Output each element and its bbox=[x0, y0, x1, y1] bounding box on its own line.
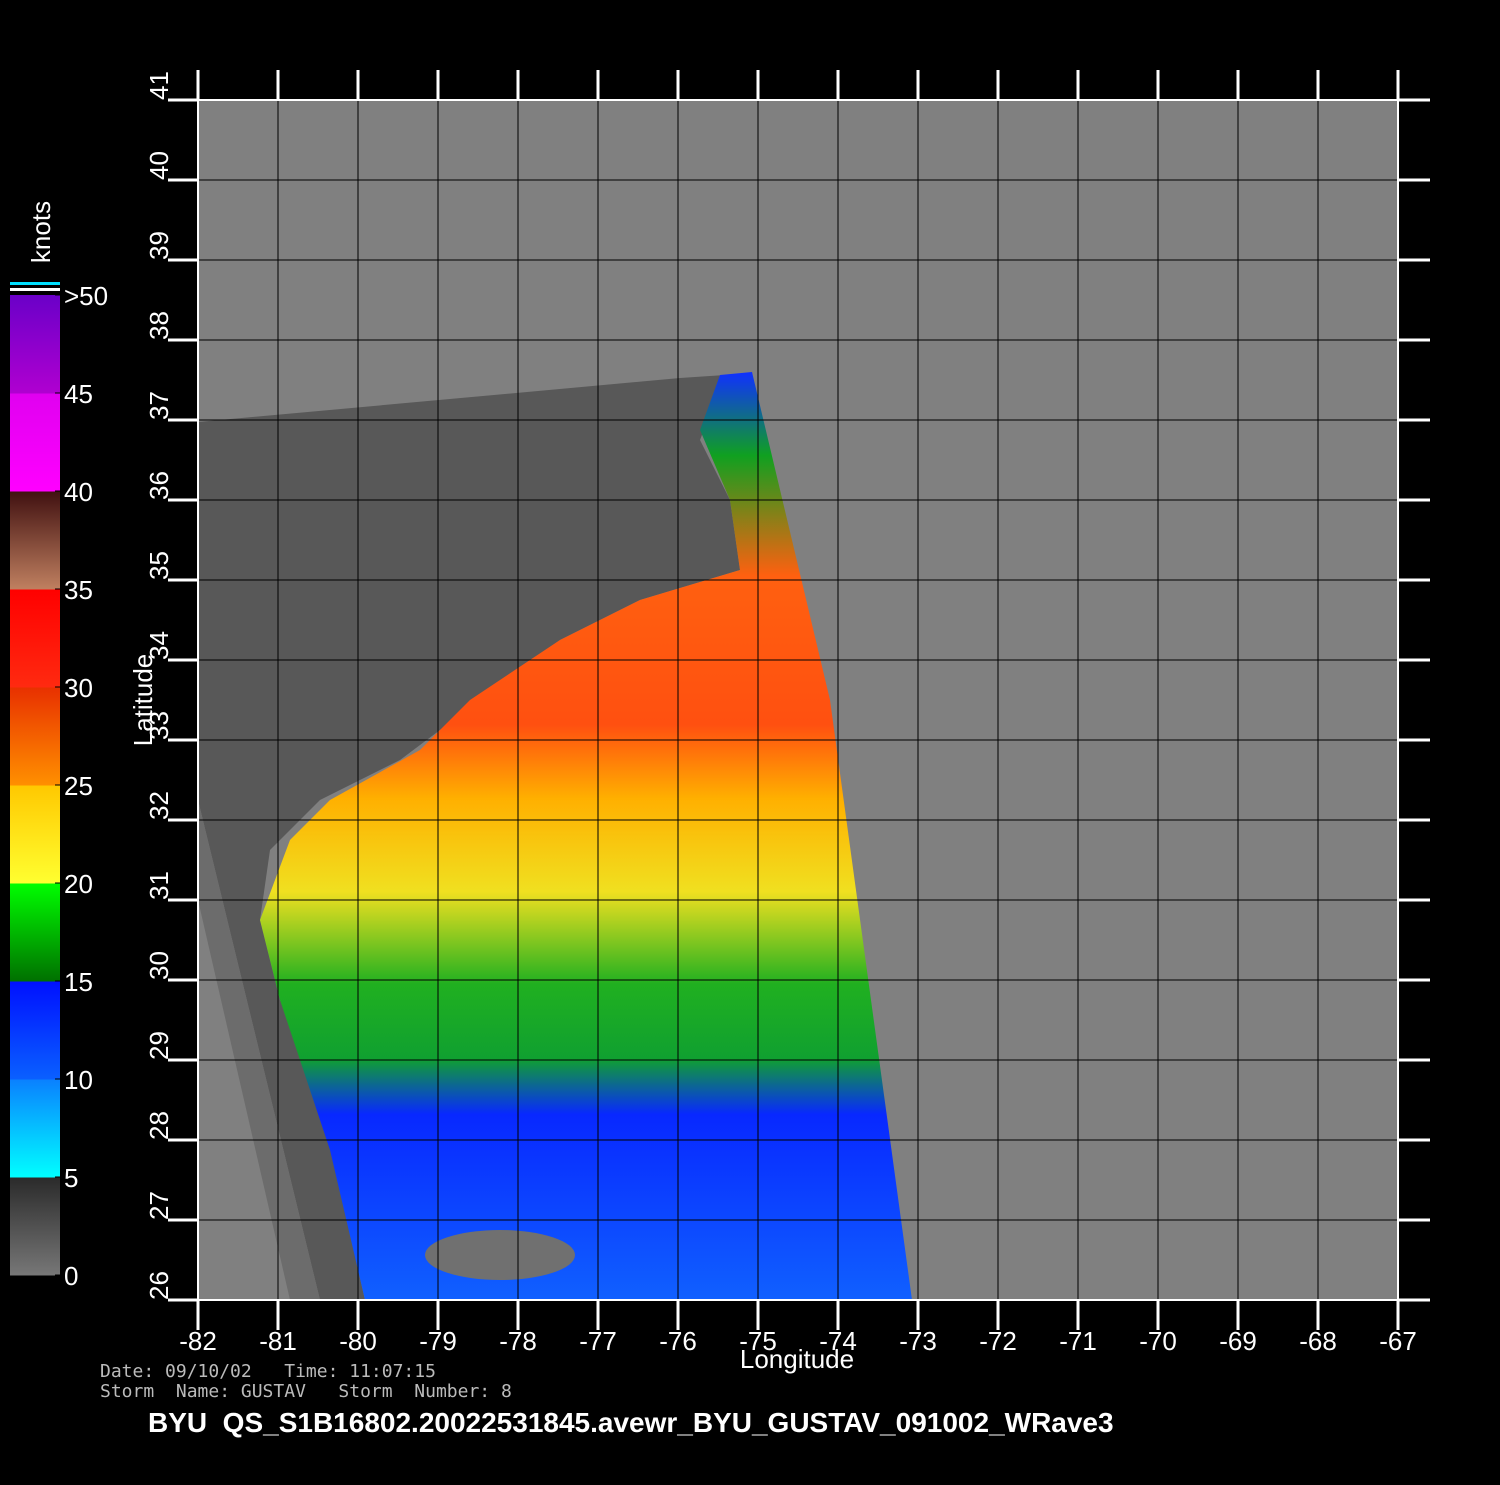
x-tick-label: -75 bbox=[739, 1326, 777, 1356]
land-swath bbox=[198, 375, 740, 1300]
y-axis-label: Latitude bbox=[128, 654, 158, 747]
file-name: BYU QS_S1B16802.20022531845.avewr_BYU_GU… bbox=[148, 1407, 1114, 1438]
colorbar-band bbox=[10, 785, 60, 884]
colorbar-band bbox=[10, 1177, 60, 1276]
y-tick-label: 41 bbox=[144, 71, 174, 100]
colorbar-label: 45 bbox=[64, 379, 93, 409]
colorbar-label: 35 bbox=[64, 575, 93, 605]
colorbar-band bbox=[10, 687, 60, 786]
y-tick-label: 34 bbox=[144, 631, 174, 660]
x-tick-label: -69 bbox=[1219, 1326, 1257, 1356]
date-line: Date: 09/10/02 Time: 11:07:15 bbox=[100, 1361, 436, 1382]
colorbar-label: 5 bbox=[64, 1163, 78, 1193]
x-axis-label: Longitude bbox=[740, 1344, 854, 1374]
wind-swath bbox=[260, 372, 912, 1300]
axes: -82 -81 -80 -79 -78 -77 -76 -75 -74 -73 -72 -71 -70 -… bbox=[144, 70, 1430, 1356]
y-tick-label: 28 bbox=[144, 1111, 174, 1140]
x-tick-label: -78 bbox=[499, 1326, 537, 1356]
colorbar-unit: knots bbox=[26, 201, 56, 263]
x-tick-label: -79 bbox=[419, 1326, 457, 1356]
x-tick-label: -81 bbox=[259, 1326, 297, 1356]
colorbar-label: 0 bbox=[64, 1261, 78, 1291]
y-tick-label: 38 bbox=[144, 311, 174, 340]
x-tick-label: -73 bbox=[899, 1326, 937, 1356]
x-tick-label: -82 bbox=[179, 1326, 217, 1356]
colorbar-band bbox=[10, 295, 60, 394]
island bbox=[425, 1230, 575, 1280]
x-tick-label: -77 bbox=[579, 1326, 617, 1356]
colorbar-label: 15 bbox=[64, 967, 93, 997]
colorbar-band bbox=[10, 981, 60, 1080]
colorbar: 0 5 10 15 20 25 30 35 40 45 >50 bbox=[10, 281, 108, 1291]
x-tick-label: -80 bbox=[339, 1326, 377, 1356]
y-tick-label: 37 bbox=[144, 391, 174, 420]
x-tick-label: -70 bbox=[1139, 1326, 1177, 1356]
colorbar-label: >50 bbox=[64, 281, 108, 311]
colorbar-band bbox=[10, 589, 60, 688]
y-tick-label: 29 bbox=[144, 1031, 174, 1060]
colorbar-cap bbox=[10, 282, 60, 285]
colorbar-label: 25 bbox=[64, 771, 93, 801]
y-tick-label: 32 bbox=[144, 791, 174, 820]
colorbar-band bbox=[10, 491, 60, 590]
plot-frame bbox=[197, 99, 1399, 1301]
y-tick-label: 30 bbox=[144, 951, 174, 980]
y-tick-label: 26 bbox=[144, 1271, 174, 1300]
y-tick-label: 40 bbox=[144, 151, 174, 180]
y-tick-label: 31 bbox=[144, 871, 174, 900]
colorbar-label: 30 bbox=[64, 673, 93, 703]
colorbar-label: 10 bbox=[64, 1065, 93, 1095]
swath-edge bbox=[198, 800, 320, 1300]
x-tick-label: -68 bbox=[1299, 1326, 1337, 1356]
y-tick-label: 36 bbox=[144, 471, 174, 500]
colorbar-band bbox=[10, 883, 60, 982]
colorbar-cap bbox=[10, 288, 60, 291]
y-tick-label: 39 bbox=[144, 231, 174, 260]
colorbar-band bbox=[10, 393, 60, 492]
colorbar-label: 40 bbox=[64, 477, 93, 507]
storm-line: Storm Name: GUSTAV Storm Number: 8 bbox=[100, 1381, 512, 1402]
colorbar-band bbox=[10, 1079, 60, 1178]
x-tick-label: -71 bbox=[1059, 1326, 1097, 1356]
y-tick-label: 27 bbox=[144, 1191, 174, 1220]
x-tick-label: -72 bbox=[979, 1326, 1017, 1356]
colorbar-label: 20 bbox=[64, 869, 93, 899]
y-tick-label: 33 bbox=[144, 711, 174, 740]
x-tick-label: -76 bbox=[659, 1326, 697, 1356]
x-tick-label: -74 bbox=[819, 1326, 857, 1356]
y-tick-label: 35 bbox=[144, 551, 174, 580]
x-tick-label: -67 bbox=[1379, 1326, 1417, 1356]
